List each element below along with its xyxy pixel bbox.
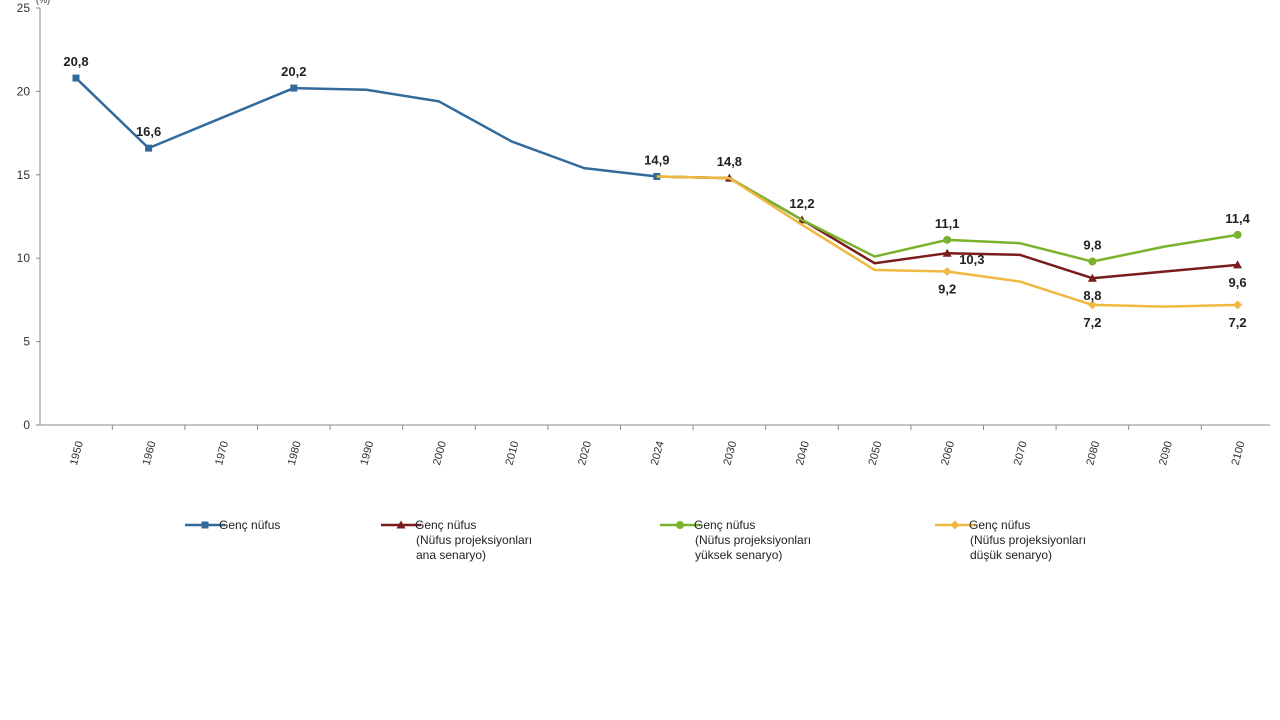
legend-label: Genç nüfus bbox=[219, 518, 280, 532]
x-tick-label: 1950 bbox=[68, 440, 86, 467]
data-label: 16,6 bbox=[136, 124, 161, 139]
data-point-marker bbox=[72, 74, 80, 82]
x-tick-label: 2040 bbox=[794, 440, 812, 467]
x-tick-label: 1980 bbox=[286, 440, 304, 467]
legend-label: (Nüfus projeksiyonları bbox=[416, 533, 532, 547]
y-tick-label: 25 bbox=[17, 1, 31, 15]
data-label: 14,8 bbox=[717, 154, 742, 169]
legend-label: Genç nüfus bbox=[415, 518, 476, 532]
data-label: 14,9 bbox=[644, 152, 669, 167]
legend-label: düşük senaryo) bbox=[970, 548, 1052, 562]
data-point-marker bbox=[1233, 300, 1243, 310]
series-line bbox=[75, 77, 657, 178]
legend-entry-1: Genç nüfus bbox=[185, 518, 280, 532]
data-point-marker bbox=[290, 84, 298, 92]
x-tick-label: 2060 bbox=[939, 440, 957, 467]
legend-label: ana senaryo) bbox=[416, 548, 486, 562]
data-point-marker bbox=[942, 267, 952, 277]
data-point-marker bbox=[1233, 260, 1243, 269]
axes: 0 5 10 15 20 25 1950 1960 1970 1980 1990 2000 2010 20… bbox=[17, 1, 1270, 467]
x-tick-label: 1960 bbox=[141, 440, 159, 467]
data-point-marker bbox=[145, 144, 153, 152]
legend: Genç nüfus Genç nüfus(Nüfus projeksiyonla… bbox=[185, 518, 1086, 562]
data-label: 11,4 bbox=[1225, 211, 1250, 226]
x-tick-label: 2010 bbox=[504, 440, 522, 467]
data-point-marker bbox=[943, 235, 952, 244]
data-point-marker bbox=[1088, 257, 1097, 266]
data-point-marker bbox=[942, 248, 952, 257]
x-tick-label: 2050 bbox=[867, 440, 885, 467]
data-label: 9,8 bbox=[1083, 238, 1101, 253]
data-point-marker bbox=[1233, 230, 1242, 239]
data-label: 12,2 bbox=[789, 196, 814, 211]
legend-label: Genç nüfus bbox=[694, 518, 755, 532]
legend-label: (Nüfus projeksiyonları bbox=[695, 533, 811, 547]
y-tick-label: 10 bbox=[17, 251, 31, 265]
x-tick-label: 2100 bbox=[1230, 440, 1248, 467]
data-label: 9,2 bbox=[938, 282, 956, 297]
legend-label: Genç nüfus bbox=[969, 518, 1030, 532]
data-label: 10,3 bbox=[959, 252, 984, 267]
y-tick-label: 0 bbox=[23, 418, 30, 432]
data-point-marker bbox=[1087, 300, 1097, 310]
y-tick-label: 20 bbox=[17, 84, 31, 98]
data-point-marker bbox=[201, 521, 209, 529]
x-tick-label: 2080 bbox=[1084, 440, 1102, 467]
data-label: 9,6 bbox=[1229, 275, 1247, 290]
data-label: 11,1 bbox=[935, 216, 960, 231]
x-tick-label: 1990 bbox=[358, 440, 376, 467]
data-point-marker bbox=[1087, 273, 1097, 282]
data-point-marker bbox=[950, 520, 960, 530]
data-label: 20,8 bbox=[63, 54, 88, 69]
legend-label: (Nüfus projeksiyonları bbox=[970, 533, 1086, 547]
series-layer bbox=[72, 74, 1243, 310]
x-tick-label: 2020 bbox=[576, 440, 594, 467]
y-axis-unit: (%) bbox=[36, 0, 50, 5]
data-label: 7,2 bbox=[1083, 315, 1101, 330]
x-tick-label: 2070 bbox=[1012, 440, 1030, 467]
legend-label: yüksek senaryo) bbox=[695, 548, 782, 562]
data-label: 8,8 bbox=[1083, 288, 1101, 303]
series-3 bbox=[656, 175, 1242, 266]
data-label: 20,2 bbox=[281, 64, 306, 79]
series-4 bbox=[656, 175, 1243, 310]
y-tick-label: 5 bbox=[23, 335, 30, 349]
data-point-marker bbox=[676, 521, 684, 529]
x-tick-label: 2000 bbox=[431, 440, 449, 467]
data-point-marker bbox=[396, 520, 406, 529]
x-tick-label: 2030 bbox=[721, 440, 739, 467]
x-tick-label: 1970 bbox=[213, 440, 231, 467]
x-tick-label: 2090 bbox=[1157, 440, 1175, 467]
data-label: 7,2 bbox=[1229, 315, 1247, 330]
data-labels: 20,8 16,6 20,2 14,9 14,8 12,2 10,3 8,8 9,6 11,1 9,… bbox=[63, 54, 1250, 330]
y-tick-label: 15 bbox=[17, 168, 31, 182]
x-tick-label: 2024 bbox=[649, 440, 667, 467]
